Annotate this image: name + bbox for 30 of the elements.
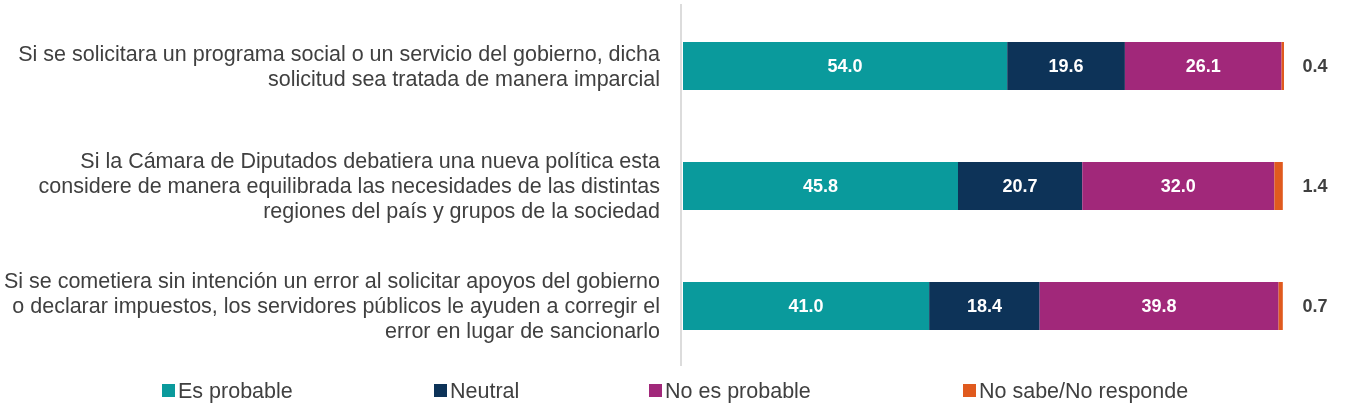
bar (683, 162, 958, 210)
legend-label: No es probable (665, 379, 811, 403)
legend-label: Es probable (178, 379, 293, 403)
data-label: 39.8 (1141, 296, 1177, 316)
bar (683, 42, 1008, 90)
bar (929, 282, 1040, 330)
bar (683, 282, 930, 330)
bar (957, 162, 1083, 210)
data-label: 0.7 (1302, 296, 1328, 316)
y-tick-label: Si se cometiera sin intención un error al solicitar apoyos del gobierno o declarar impuestos, los servidores públicos le ayuden a corregir el error en lugar de sancionarlo (3, 269, 661, 343)
data-label: 45.8 (802, 176, 839, 196)
legend-label: No sabe/No responde (979, 379, 1189, 403)
data-label: 18.4 (966, 296, 1002, 316)
data-label: 32.0 (1160, 176, 1196, 196)
y-tick-label: Si se solicitara un programa social o un servicio del gobierno, dicha solicitud sea tratada de manera imparcial (18, 41, 661, 91)
data-label: 19.6 (1048, 56, 1084, 76)
legend-label: Neutral (450, 379, 520, 403)
bar (1007, 42, 1125, 90)
bar (1039, 282, 1279, 330)
data-label: 0.4 (1302, 56, 1328, 76)
bar (1274, 162, 1283, 210)
data-label: 26.1 (1185, 56, 1221, 76)
data-label: 20.7 (1002, 176, 1038, 196)
y-tick-label: Si la Cámara de Diputados debatiera una nueva política esta considere de manera equilibrada las necesidades de las distintas regiones del país y grupos de la sociedad (38, 149, 661, 223)
bar (1124, 42, 1282, 90)
bar (1278, 282, 1283, 330)
data-label: 54.0 (827, 56, 863, 76)
data-label: 41.0 (788, 296, 824, 316)
bar (1082, 162, 1275, 210)
data-label: 1.4 (1302, 176, 1328, 196)
